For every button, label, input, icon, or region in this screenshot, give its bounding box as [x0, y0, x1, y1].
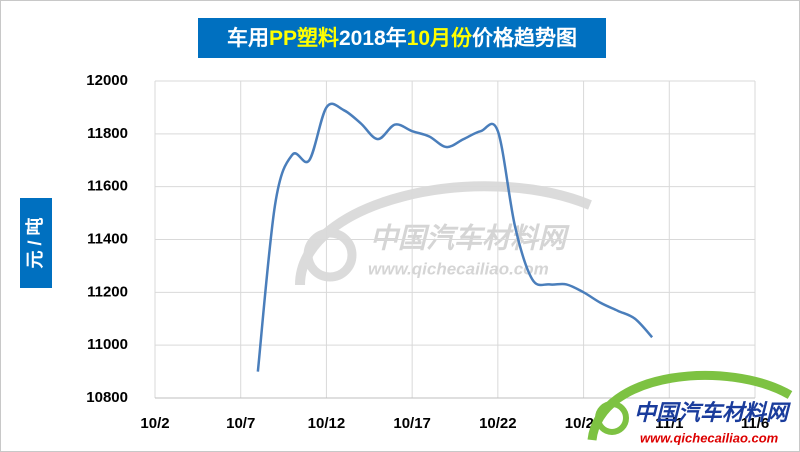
y-tick-label: 12000 — [86, 72, 128, 89]
title-box — [198, 18, 606, 58]
logo-url: www.qichecailiao.com — [640, 430, 779, 445]
y-label-box — [20, 198, 52, 288]
title-segment: 价格趋势图 — [472, 26, 577, 50]
chart-title: 车用PP塑料2018年10月份价格趋势图 — [227, 26, 577, 50]
x-tick-label: 10/17 — [393, 415, 431, 432]
y-tick-label: 11200 — [87, 283, 128, 300]
y-tick-label: 10800 — [86, 389, 128, 406]
title-segment: 10月份 — [407, 26, 473, 50]
y-tick-label: 11400 — [87, 230, 128, 247]
x-tick-label: 11/6 — [741, 415, 769, 432]
watermark: 中国汽车材料网 www.qichecailiao.com — [295, 181, 592, 286]
y-tick-label: 11600 — [87, 178, 128, 195]
x-tick-label: 11/1 — [655, 415, 683, 432]
title-segment: 2018年 — [339, 26, 407, 50]
y-axis-label: 元 / 吨 — [24, 217, 45, 268]
line-series — [256, 102, 654, 372]
x-tick-label: 10/12 — [308, 415, 346, 432]
title-segment: PP塑料 — [269, 27, 339, 50]
watermark-url: www.qichecailiao.com — [368, 259, 549, 278]
logo-shape — [595, 401, 629, 435]
y-tick-label: 11000 — [87, 336, 128, 353]
y-tick-label: 11800 — [87, 125, 128, 142]
x-tick-label: 10/7 — [226, 415, 255, 432]
title-segment: 车用 — [227, 26, 269, 50]
logo-name: 中国汽车材料网 — [634, 400, 791, 425]
x-tick-label: 10/22 — [479, 415, 517, 432]
logo: 中国汽车材料网 www.qichecailiao.com — [587, 370, 793, 445]
watermark-name: 中国汽车材料网 — [370, 222, 570, 253]
x-tick-label: 10/2 — [140, 415, 169, 432]
watermark-shape — [295, 181, 592, 286]
watermark-shape — [303, 228, 357, 282]
